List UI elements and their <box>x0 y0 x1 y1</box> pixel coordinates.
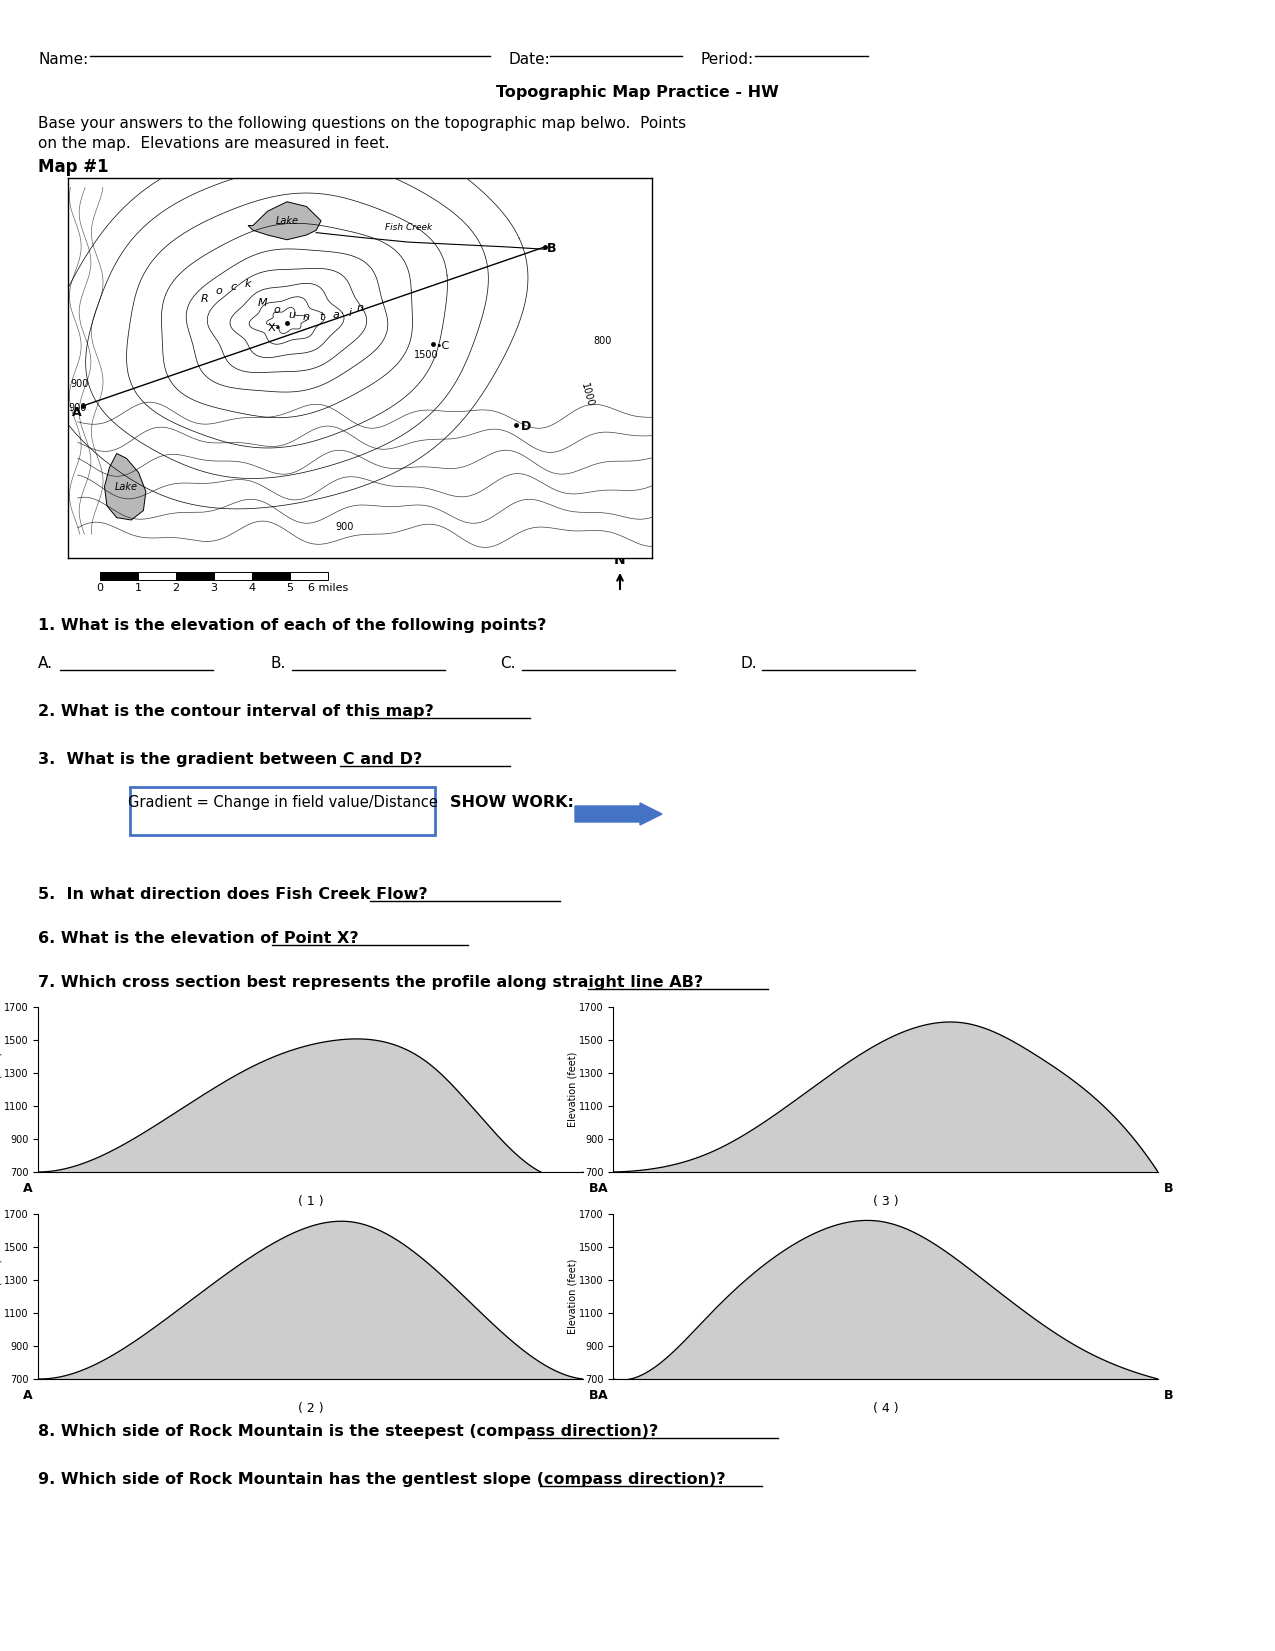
Text: 900: 900 <box>70 380 89 390</box>
Text: Map #1: Map #1 <box>38 158 108 177</box>
Text: 1500: 1500 <box>413 350 439 360</box>
Text: 6. What is the elevation of Point X?: 6. What is the elevation of Point X? <box>38 931 358 946</box>
Text: B: B <box>1164 1388 1173 1402</box>
Text: •C: •C <box>436 342 450 352</box>
Y-axis label: Elevation (feet): Elevation (feet) <box>0 1052 3 1128</box>
Text: 8. Which side of Rock Mountain is the steepest (compass direction)?: 8. Which side of Rock Mountain is the st… <box>38 1425 658 1440</box>
Text: 4: 4 <box>249 583 255 593</box>
Text: B.: B. <box>270 655 286 670</box>
Polygon shape <box>249 201 321 239</box>
Text: C.: C. <box>500 655 515 670</box>
Bar <box>176 571 214 580</box>
Text: n: n <box>303 312 310 322</box>
Text: 1000: 1000 <box>579 381 595 408</box>
Text: ( 2 ): ( 2 ) <box>297 1402 324 1415</box>
Text: 3: 3 <box>210 583 218 593</box>
Text: Topographic Map Practice - HW: Topographic Map Practice - HW <box>496 84 778 101</box>
Text: o: o <box>215 286 222 297</box>
Text: R: R <box>200 294 208 304</box>
Bar <box>289 571 328 580</box>
Text: 900: 900 <box>68 403 87 413</box>
Text: 1: 1 <box>134 583 142 593</box>
FancyArrow shape <box>575 802 662 826</box>
Text: A.: A. <box>38 655 54 670</box>
Text: t: t <box>319 312 324 322</box>
Text: 3.  What is the gradient between C and D?: 3. What is the gradient between C and D? <box>38 751 422 768</box>
Text: A: A <box>71 406 82 418</box>
Y-axis label: Elevation (feet): Elevation (feet) <box>0 1258 3 1334</box>
Text: B: B <box>589 1182 598 1195</box>
Text: X•: X• <box>268 324 282 334</box>
Text: Lake: Lake <box>115 482 138 492</box>
Text: Period:: Period: <box>700 51 754 68</box>
Text: Fish Creek: Fish Creek <box>385 223 432 233</box>
Text: Date:: Date: <box>507 51 550 68</box>
Text: B: B <box>1164 1182 1173 1195</box>
Text: 1. What is the elevation of each of the following points?: 1. What is the elevation of each of the … <box>38 617 547 632</box>
Text: N: N <box>615 553 626 566</box>
Text: Gradient = Change in field value/Distance: Gradient = Change in field value/Distanc… <box>128 796 437 811</box>
Text: o: o <box>274 305 280 315</box>
Text: 5.  In what direction does Fish Creek Flow?: 5. In what direction does Fish Creek Flo… <box>38 887 427 901</box>
Text: A: A <box>598 1388 608 1402</box>
Text: D: D <box>520 419 530 433</box>
Text: D.: D. <box>740 655 756 670</box>
Text: n: n <box>357 304 363 314</box>
Bar <box>252 571 289 580</box>
Text: A: A <box>23 1182 33 1195</box>
Text: ( 3 ): ( 3 ) <box>872 1195 899 1209</box>
Text: ( 1 ): ( 1 ) <box>297 1195 324 1209</box>
Text: 2. What is the contour interval of this map?: 2. What is the contour interval of this … <box>38 703 434 718</box>
Text: 900: 900 <box>335 522 354 532</box>
Text: B: B <box>589 1388 598 1402</box>
Text: u: u <box>288 310 296 320</box>
Y-axis label: Elevation (feet): Elevation (feet) <box>567 1052 578 1128</box>
Y-axis label: Elevation (feet): Elevation (feet) <box>567 1258 578 1334</box>
Polygon shape <box>105 454 145 520</box>
Text: B: B <box>547 241 557 254</box>
Text: 0: 0 <box>97 583 103 593</box>
Text: Lake: Lake <box>275 216 298 226</box>
Text: A: A <box>598 1182 608 1195</box>
Text: i: i <box>348 307 352 317</box>
Text: Name:: Name: <box>38 51 88 68</box>
Text: ( 4 ): ( 4 ) <box>872 1402 899 1415</box>
Text: 7. Which cross section best represents the profile along straight line AB?: 7. Which cross section best represents t… <box>38 976 703 991</box>
Text: 5: 5 <box>287 583 293 593</box>
Text: A: A <box>23 1388 33 1402</box>
Bar <box>99 571 138 580</box>
Text: 9. Which side of Rock Mountain has the gentlest slope (compass direction)?: 9. Which side of Rock Mountain has the g… <box>38 1473 725 1488</box>
Text: 6 miles: 6 miles <box>307 583 348 593</box>
FancyBboxPatch shape <box>130 788 435 835</box>
Text: Base your answers to the following questions on the topographic map belwo.  Poin: Base your answers to the following quest… <box>38 116 691 130</box>
Text: 2: 2 <box>172 583 180 593</box>
Text: 800: 800 <box>594 337 612 347</box>
Text: on the map.  Elevations are measured in feet.: on the map. Elevations are measured in f… <box>38 135 390 150</box>
Text: k: k <box>245 279 251 289</box>
Bar <box>138 571 176 580</box>
Bar <box>214 571 252 580</box>
Text: SHOW WORK:: SHOW WORK: <box>450 796 574 811</box>
Text: c: c <box>231 282 237 292</box>
Text: M: M <box>258 299 268 309</box>
Text: a: a <box>333 310 339 320</box>
